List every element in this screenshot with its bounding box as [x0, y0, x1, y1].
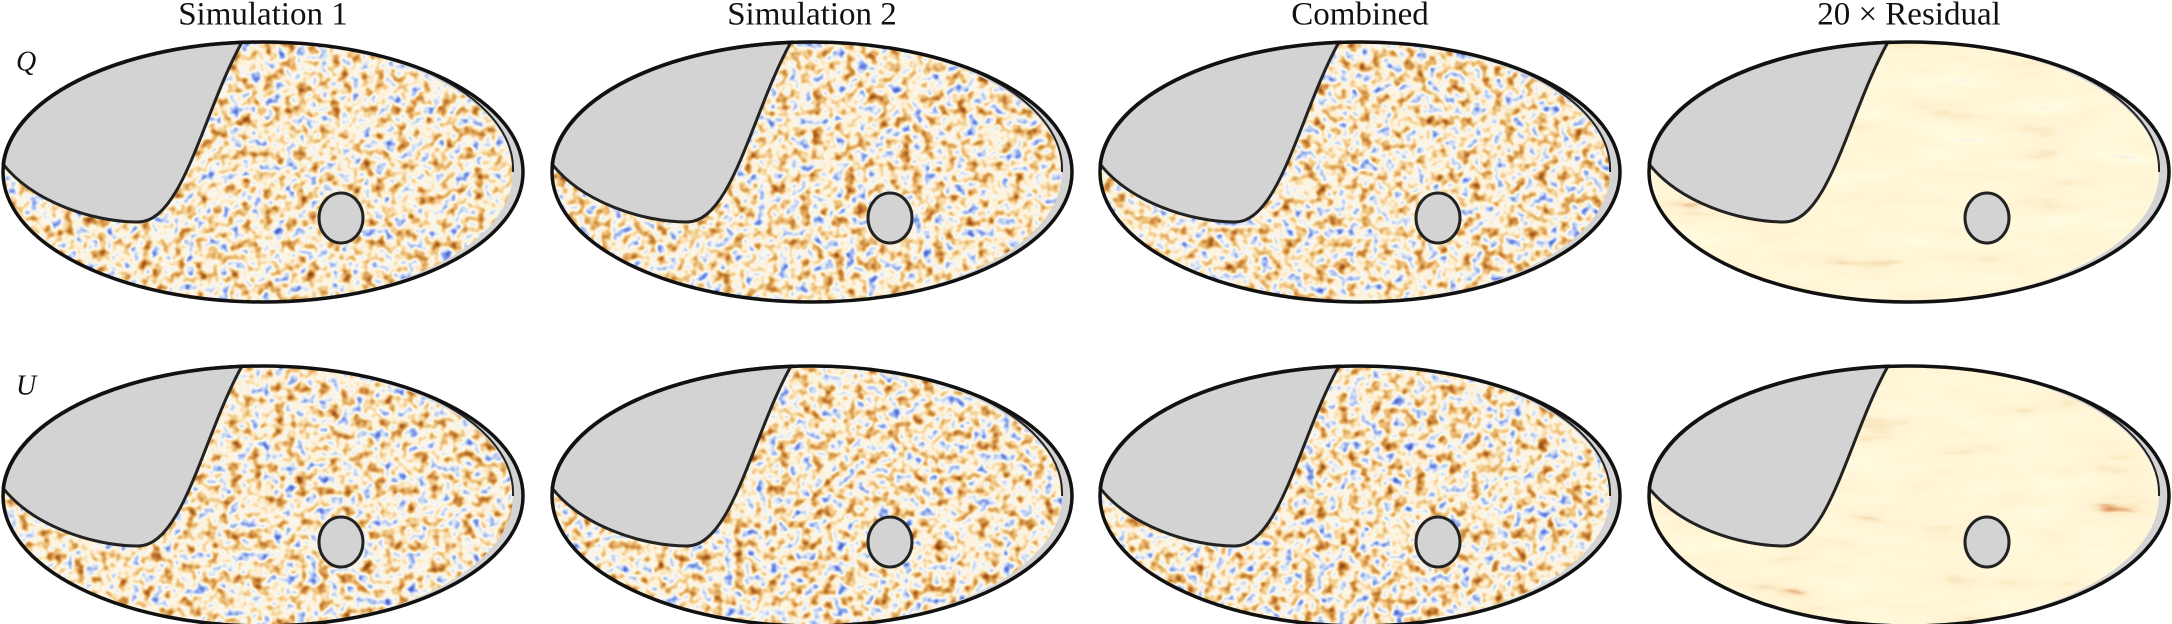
sky-map — [1647, 40, 2171, 304]
point-mask — [866, 515, 914, 569]
point-mask — [866, 191, 914, 245]
sky-map — [1, 40, 525, 304]
sky-outline — [1, 40, 525, 304]
sky-map — [1, 364, 525, 624]
sky-map — [1647, 364, 2171, 624]
column-title: Simulation 2 — [727, 0, 897, 33]
sky-outline — [1647, 40, 2171, 304]
row-label: U — [16, 370, 38, 401]
sky-map — [550, 364, 1074, 624]
sky-outline — [1098, 364, 1622, 624]
column-title: 20 × Residual — [1817, 0, 2001, 33]
sky-map — [550, 40, 1074, 304]
sky-outline — [1098, 40, 1622, 304]
point-mask — [317, 191, 365, 245]
sky-map — [1098, 40, 1622, 304]
point-mask — [317, 515, 365, 569]
sky-outline — [1, 364, 525, 624]
column-title: Combined — [1291, 0, 1429, 33]
point-mask — [1414, 191, 1462, 245]
column-title: Simulation 1 — [178, 0, 348, 33]
sky-outline — [1647, 364, 2171, 624]
sky-outline — [550, 40, 1074, 304]
point-mask — [1963, 515, 2011, 569]
sky-map — [1098, 364, 1622, 624]
row-label: Q — [16, 46, 36, 77]
point-mask — [1414, 515, 1462, 569]
sky-outline — [550, 364, 1074, 624]
point-mask — [1963, 191, 2011, 245]
